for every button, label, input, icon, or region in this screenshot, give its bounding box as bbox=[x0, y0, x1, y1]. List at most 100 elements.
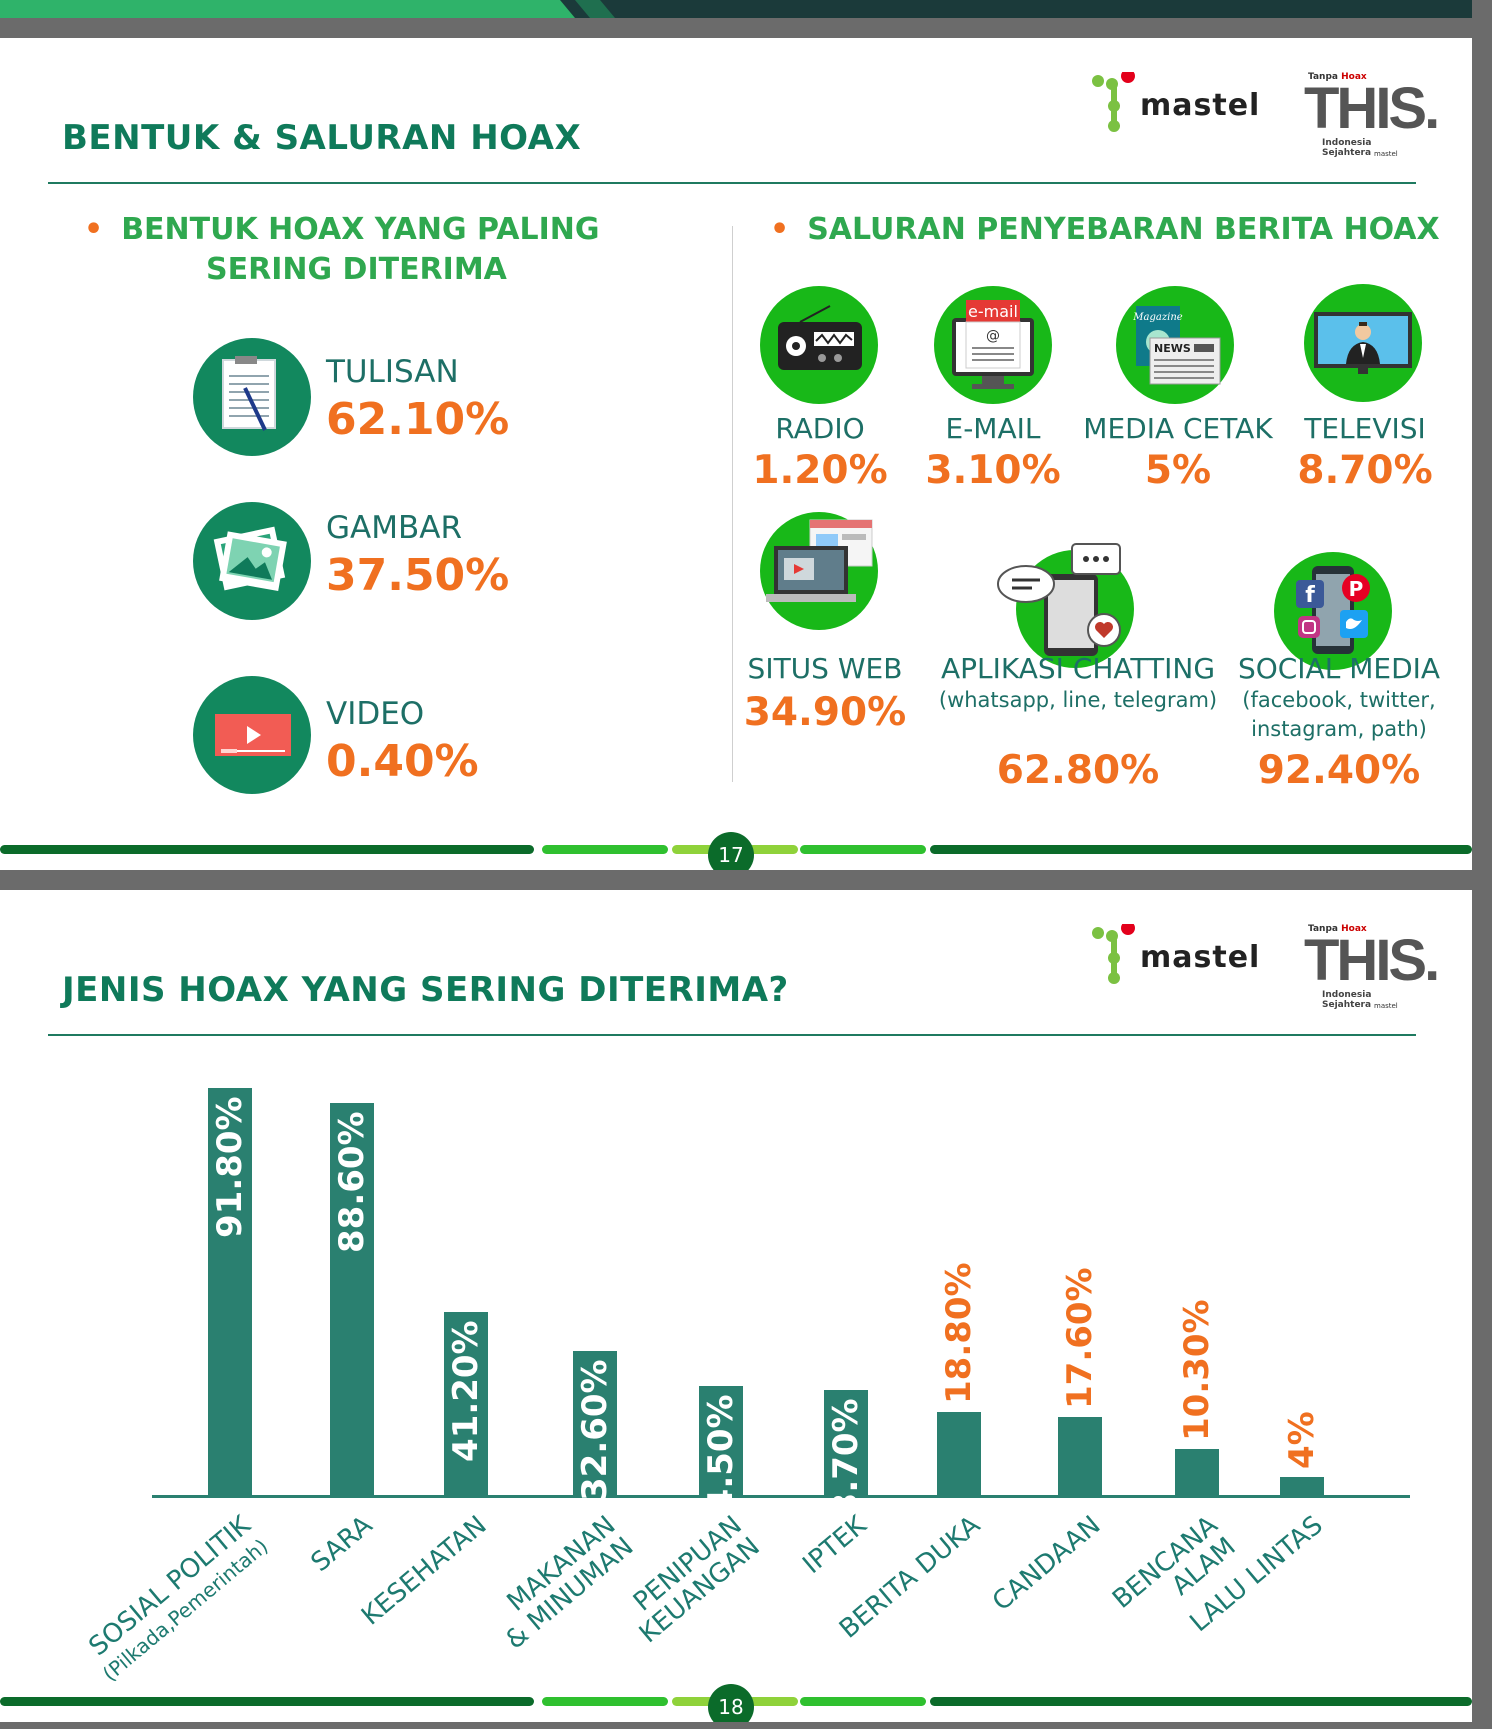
form-value-gambar: 37.50% bbox=[326, 550, 510, 601]
channel-sub-social-media-1: (facebook, twitter, bbox=[1242, 688, 1436, 712]
bullet-icon: • bbox=[770, 212, 790, 247]
bar-value-label-1: 91.80% bbox=[210, 1096, 250, 1239]
form-label-gambar: GAMBAR bbox=[326, 510, 462, 546]
slide-18-footer: 18 bbox=[0, 1684, 1472, 1722]
this-tagline-b: Hoax bbox=[1341, 924, 1367, 934]
page-number-17: 17 bbox=[708, 832, 754, 870]
x-tick-label-3: KESEHATAN bbox=[356, 1510, 493, 1632]
bar-4 bbox=[573, 1350, 617, 1495]
mastel-logo-text: mastel bbox=[1140, 940, 1261, 975]
bar-3 bbox=[444, 1312, 488, 1495]
bar-9 bbox=[1175, 1449, 1219, 1495]
news-icon-text: NEWS bbox=[1154, 342, 1191, 355]
footer-segment bbox=[0, 845, 534, 854]
bar-value-label-8: 17.60% bbox=[1060, 1267, 1100, 1410]
bar-8 bbox=[1058, 1417, 1102, 1495]
bar-5 bbox=[699, 1386, 743, 1495]
bar-value-label-9: 10.30% bbox=[1177, 1299, 1217, 1442]
website-icon bbox=[760, 512, 878, 630]
channel-value-televisi: 8.70% bbox=[1297, 448, 1433, 493]
this-logo-text: THIS. bbox=[1304, 928, 1440, 993]
left-heading-line1: • BENTUK HOAX YANG PALING bbox=[84, 210, 599, 250]
this-logo: Tanpa Hoax THIS. Indonesia Sejahtera mas… bbox=[1304, 72, 1440, 162]
bar-10 bbox=[1280, 1477, 1324, 1495]
this-logo: Tanpa Hoax THIS. Indonesia Sejahtera mas… bbox=[1304, 924, 1440, 1014]
image-icon-graphic bbox=[213, 526, 287, 592]
email-icon: e-mail @ bbox=[934, 286, 1052, 404]
television-icon-graphic bbox=[1314, 312, 1412, 374]
email-icon-text: e-mail bbox=[968, 302, 1018, 321]
bar-2 bbox=[330, 1102, 374, 1495]
x-tick-label-1: SOSIAL POLITIK (Pilkada,Pemerintah) bbox=[83, 1510, 273, 1686]
left-heading-line2: SERING DITERIMA bbox=[206, 252, 507, 287]
bar-value-label-7: 18.80% bbox=[939, 1262, 979, 1404]
bullet-icon: • bbox=[84, 212, 104, 247]
this-tagline-a: Tanpa bbox=[1308, 924, 1342, 934]
bar-1 bbox=[208, 1088, 252, 1495]
footer-segment bbox=[542, 1697, 668, 1706]
form-value-video: 0.40% bbox=[326, 736, 479, 787]
this-logo-subtitle: Indonesia Sejahtera bbox=[1322, 138, 1372, 158]
document-icon bbox=[193, 338, 311, 456]
channel-label-radio: RADIO bbox=[775, 412, 865, 445]
video-icon bbox=[193, 676, 311, 794]
svg-text:f: f bbox=[1305, 583, 1315, 608]
footer-segment bbox=[542, 845, 668, 854]
section-divider bbox=[732, 226, 733, 782]
this-logo-tagline: Tanpa Hoax bbox=[1308, 924, 1367, 934]
x-tick-label-4: MAKANAN & MINUMAN bbox=[500, 1510, 640, 1656]
channel-value-radio: 1.20% bbox=[752, 448, 888, 493]
document-icon-graphic bbox=[222, 356, 276, 431]
social-media-icon: f P bbox=[1274, 552, 1392, 670]
slide-17: BENTUK & SALURAN HOAX mastel Tanpa Hoax … bbox=[0, 38, 1472, 870]
channel-sub-social-media-2: instagram, path) bbox=[1251, 717, 1427, 741]
footer-segment bbox=[0, 1697, 534, 1706]
mastel-logo-mark bbox=[1092, 72, 1135, 132]
slide-17-title: BENTUK & SALURAN HOAX bbox=[62, 118, 582, 158]
bar-value-label-2: 88.60% bbox=[332, 1110, 372, 1253]
previous-slide-decoration bbox=[0, 0, 615, 18]
bar-value-label-10: 4% bbox=[1282, 1411, 1322, 1470]
footer-segment bbox=[930, 1697, 1472, 1706]
form-value-tulisan: 62.10% bbox=[326, 394, 510, 445]
newspaper-icon-graphic: Magazine NEWS bbox=[1132, 306, 1221, 385]
email-icon-graphic: e-mail @ bbox=[952, 300, 1034, 389]
at-icon-text: @ bbox=[986, 328, 1000, 344]
title-rule bbox=[48, 182, 1416, 184]
hoax-type-bar-chart: 91.80% SOSIAL POLITIK (Pilkada,Pemerintah)… bbox=[0, 890, 1472, 1722]
x-tick-label-8: CANDAAN bbox=[986, 1510, 1107, 1618]
x-tick-label-5: PENIPUAN KEUANGAN bbox=[628, 1510, 766, 1650]
this-tagline-a: Tanpa bbox=[1308, 72, 1342, 82]
channel-label-email: E-MAIL bbox=[945, 412, 1041, 445]
magazine-icon-text: Magazine bbox=[1132, 312, 1182, 323]
this-logo-mini: mastel bbox=[1374, 150, 1398, 158]
channel-label-situs-web: SITUS WEB bbox=[747, 652, 903, 685]
channel-label-media-cetak: MEDIA CETAK bbox=[1083, 412, 1273, 445]
mastel-logo: mastel bbox=[1090, 72, 1280, 142]
left-heading-text-1: BENTUK HOAX YANG PALING bbox=[121, 212, 600, 247]
channel-sub-aplikasi-chatting: (whatsapp, line, telegram) bbox=[938, 688, 1218, 712]
form-label-tulisan: TULISAN bbox=[326, 354, 459, 390]
this-logo-tagline: Tanpa Hoax bbox=[1308, 72, 1367, 82]
bar-value-label-3: 41.20% bbox=[446, 1320, 486, 1463]
channel-value-situs-web: 34.90% bbox=[743, 690, 907, 735]
footer-segment bbox=[930, 845, 1472, 854]
title-rule bbox=[48, 1034, 1416, 1036]
channel-value-social-media: 92.40% bbox=[1257, 748, 1421, 793]
channel-value-aplikasi-chatting: 62.80% bbox=[996, 748, 1160, 793]
this-logo-mini: mastel bbox=[1374, 1002, 1398, 1010]
image-icon bbox=[193, 502, 311, 620]
footer-segment bbox=[800, 845, 926, 854]
channel-value-email: 3.10% bbox=[925, 448, 1061, 493]
website-icon-graphic bbox=[766, 519, 873, 602]
page-number-18: 18 bbox=[708, 1684, 754, 1722]
chat-app-icon bbox=[997, 543, 1134, 668]
svg-text:P: P bbox=[1349, 577, 1364, 601]
previous-slide-strip bbox=[0, 0, 1472, 18]
footer-segment bbox=[800, 1697, 926, 1706]
mastel-logo-text: mastel bbox=[1140, 88, 1261, 123]
right-heading-text: SALURAN PENYEBARAN BERITA HOAX bbox=[807, 212, 1440, 247]
bar-7 bbox=[937, 1411, 981, 1495]
x-axis-line bbox=[152, 1495, 1410, 1498]
channel-label-social-media: SOCIAL MEDIA bbox=[1237, 652, 1441, 685]
